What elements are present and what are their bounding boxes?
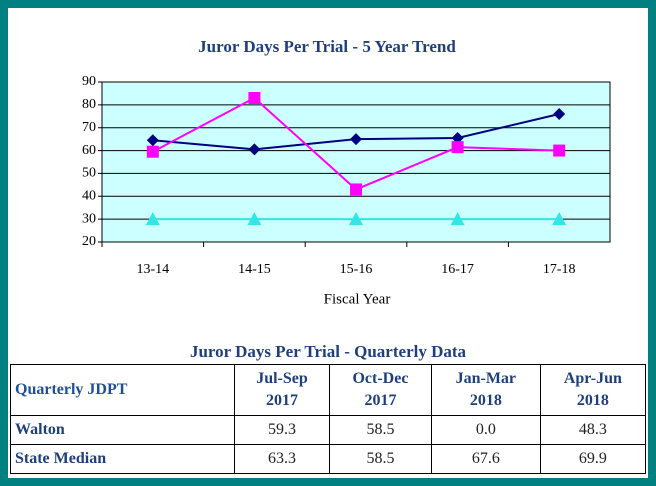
chart-title: Juror Days Per Trial - 5 Year Trend [198,37,456,56]
marker [247,212,262,226]
marker [349,212,363,226]
y-tick-label: 40 [82,189,96,204]
year: 2018 [576,392,609,409]
y-tick-label: 50 [82,166,96,181]
header-cell: Oct-Dec 2017 [329,364,432,416]
y-tick-label: 30 [82,211,96,226]
x-tick-label: 17-18 [543,262,576,277]
period: Jan-Mar [455,370,517,387]
y-tick-label: 90 [82,74,96,89]
cell: 59.3 [234,415,330,445]
cell: 58.5 [329,415,432,445]
marker [451,132,464,144]
period: Apr-Jun [563,370,622,387]
marker [552,212,567,226]
y-tick-label: 60 [82,143,96,158]
marker [350,133,362,146]
marker [451,141,464,154]
x-tick-label: 14-15 [238,262,271,277]
x-axis-label: Fiscal Year [324,291,391,307]
cell: 69.9 [539,444,647,474]
header-cell: Jan-Mar 2018 [430,364,541,416]
cell: State Median [10,444,235,474]
x-tick-label: 16-17 [441,262,474,277]
table-title: Juror Days Per Trial - Quarterly Data [189,342,467,361]
cell: 48.3 [539,415,647,445]
cell: 58.5 [329,444,432,474]
table: Quarterly JDPT Jul-Sep 2017 Oct-Dec 2017 Jan… [10,364,647,474]
year: 2018 [469,392,502,409]
header-cell: Quarterly JDPT [10,364,235,416]
marker [248,143,261,156]
header-cell: Jul-Sep 2017 [234,364,330,416]
marker [146,134,159,147]
chart: Juror Days Per Trial - 5 Year Trend Fisc… [82,37,611,307]
marker [350,183,362,196]
y-tick-label: 80 [82,97,96,112]
marker [553,144,566,157]
cell: 0.0 [430,415,541,445]
y-tick-label: 20 [82,234,96,249]
year: 2017 [364,392,397,409]
x-tick-label: 15-16 [340,262,373,277]
period: Oct-Dec [352,370,409,387]
marker [146,145,159,158]
x-tick-label: 13-14 [136,262,169,277]
year: 2017 [266,392,298,409]
y-tick-label: 70 [82,120,96,135]
marker [553,108,566,120]
row: Walton 59.3 58.5 0.0 48.3 [10,415,647,445]
cell: Walton [10,415,235,445]
cell: 67.6 [430,444,541,474]
cell: 63.3 [234,444,330,474]
marker [450,212,465,226]
row: State Median 63.3 58.5 67.6 69.9 [10,444,647,474]
period: Jul-Sep [256,370,308,387]
marker [248,92,261,104]
marker [145,212,160,226]
header-cell: Apr-Jun 2018 [539,364,647,416]
